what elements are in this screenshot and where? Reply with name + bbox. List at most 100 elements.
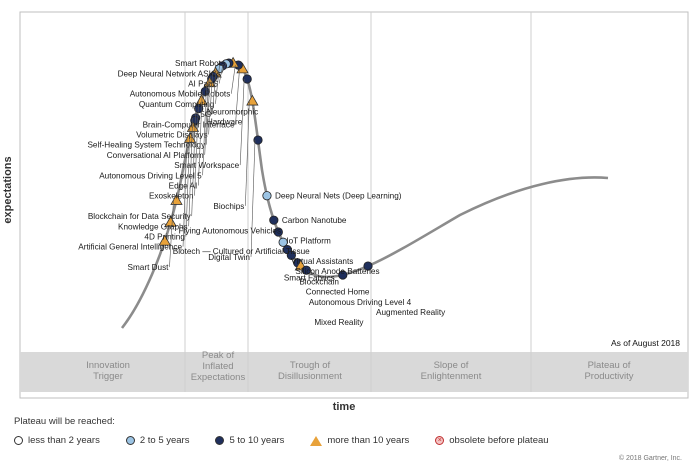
tech-label: Autonomous Mobile Robots xyxy=(130,90,231,99)
tech-marker-circle xyxy=(242,74,252,84)
legend: Plateau will be reached: less than 2 yea… xyxy=(14,416,684,446)
leader-line xyxy=(211,68,217,115)
tech-label: Volumetric Displays xyxy=(136,130,207,139)
legend-item-5to10: 5 to 10 years xyxy=(215,435,284,446)
tech-label: Virtual Assistants xyxy=(291,257,353,266)
tech-marker-circle xyxy=(363,261,373,271)
leader-line xyxy=(208,72,213,135)
tech-label: IoT Platform xyxy=(286,237,331,246)
legend-item-gt10: more than 10 years xyxy=(310,435,409,446)
tech-label: Artificial General Intelligence xyxy=(78,243,182,252)
tech-label: Deep Neural Nets (Deep Learning) xyxy=(275,192,402,201)
tech-label: Blockchain for Data Security xyxy=(88,212,192,221)
white-circle-icon xyxy=(14,436,23,445)
legend-label: 2 to 5 years xyxy=(139,435,190,446)
x-axis-title: time xyxy=(333,401,356,413)
tech-label: Conversational AI Platform xyxy=(107,151,204,160)
leader-line xyxy=(215,65,220,104)
tech-label: Quantum Computing xyxy=(139,100,215,109)
plot-frame xyxy=(19,11,689,399)
tech-label: Connected Home xyxy=(306,288,370,297)
tech-label: Edge AI xyxy=(169,181,198,190)
tech-label: Autonomous Driving Level 4 xyxy=(309,298,412,307)
legend-row: less than 2 years 2 to 5 years 5 to 10 y… xyxy=(14,435,684,446)
tech-label: AI PaaS xyxy=(188,79,219,88)
legend-label: 5 to 10 years xyxy=(229,435,285,446)
tech-label: Augmented Reality xyxy=(376,308,446,317)
leader-line xyxy=(221,63,227,74)
light-blue-circle-icon xyxy=(125,436,135,445)
leader-line xyxy=(182,138,188,247)
tech-marker-circle xyxy=(262,191,272,201)
phase-label: Trough of Disillusionment xyxy=(278,360,342,382)
tech-label: Digital Twin xyxy=(208,253,250,262)
tech-label: Brain-Computer Interface xyxy=(143,120,235,129)
tech-marker-circle xyxy=(278,237,288,247)
tech-label: Exoskeleton xyxy=(149,192,194,201)
tech-label: Biochips xyxy=(213,202,244,211)
leader-line xyxy=(185,127,191,237)
tech-label: Smart Fabrics xyxy=(284,273,335,282)
tech-marker-triangle xyxy=(164,215,177,227)
tech-marker-circle xyxy=(338,270,348,280)
orange-triangle-icon xyxy=(310,435,323,446)
tech-label: Autonomous Driving Level 5 xyxy=(99,171,202,180)
leader-line xyxy=(198,91,203,186)
hype-curve xyxy=(120,61,609,329)
tech-label: Mixed Reality xyxy=(314,318,364,327)
tech-label: 4D Printing xyxy=(144,232,185,241)
obsolete-x-circle-icon: × xyxy=(435,436,445,445)
legend-title: Plateau will be reached: xyxy=(14,416,115,427)
as-of-label: As of August 2018 xyxy=(611,338,680,348)
leader-line xyxy=(191,108,197,217)
copyright: © 2018 Gartner, Inc. xyxy=(618,455,682,462)
tech-marker-circle xyxy=(301,265,311,275)
tech-label: Deep Neural Network ASICs xyxy=(118,69,221,78)
legend-label: obsolete before plateau xyxy=(449,435,549,446)
tech-marker-circle xyxy=(273,227,283,237)
tech-label: Flying Autonomous Vehicles xyxy=(179,226,281,235)
phase-band xyxy=(20,352,688,392)
leader-line xyxy=(202,82,207,176)
tech-label: Biotech — Cultured or Artificial Tissue xyxy=(173,247,310,256)
tech-label: 5G xyxy=(200,110,211,119)
leader-line xyxy=(188,117,193,227)
tech-marker-triangle xyxy=(183,132,197,143)
leader-line xyxy=(205,76,211,145)
leader-line xyxy=(250,140,256,257)
tech-marker-triangle xyxy=(170,194,183,205)
phase-label: Plateau of Productivity xyxy=(584,360,633,382)
legend-item-obsolete: × obsolete before plateau xyxy=(435,435,549,446)
tech-label: Knowledge Graphs xyxy=(118,222,188,231)
leader-line xyxy=(194,100,199,196)
tech-marker-triangle xyxy=(158,234,171,246)
tech-label: Smart Dust xyxy=(128,263,170,272)
tech-label: Silicon Anode Batteries xyxy=(295,267,379,276)
phase-label: Slope of Enlightenment xyxy=(421,360,482,382)
tech-marker-circle xyxy=(286,250,296,260)
tech-marker-triangle xyxy=(186,121,200,132)
tech-label: Neuromorphic Hardware xyxy=(207,108,258,127)
tech-label: Smart Robots xyxy=(175,59,225,68)
tech-marker-circle xyxy=(269,215,279,225)
leader-line xyxy=(204,78,210,155)
tech-label: Smart Workspace xyxy=(174,161,239,170)
tech-marker-triangle xyxy=(246,94,259,106)
phase-label: Innovation Trigger xyxy=(86,360,130,382)
legend-label: less than 2 years xyxy=(28,435,100,446)
legend-label: more than 10 years xyxy=(327,435,410,446)
y-axis-title: expectations xyxy=(2,156,14,223)
leader-line xyxy=(169,200,174,268)
leader-line xyxy=(245,100,250,206)
leader-line xyxy=(231,65,236,94)
phase-label: Peak of Inflated Expectations xyxy=(191,350,246,383)
legend-item-lt2: less than 2 years xyxy=(14,435,100,446)
tech-label: Blockchain xyxy=(299,277,339,286)
tech-label: Self-Healing System Technology xyxy=(87,141,206,150)
leader-line xyxy=(218,63,224,84)
tech-marker-circle xyxy=(253,135,263,145)
leader-line xyxy=(235,68,240,125)
leader-line xyxy=(239,78,245,166)
tech-label: Carbon Nanotube xyxy=(282,216,347,225)
